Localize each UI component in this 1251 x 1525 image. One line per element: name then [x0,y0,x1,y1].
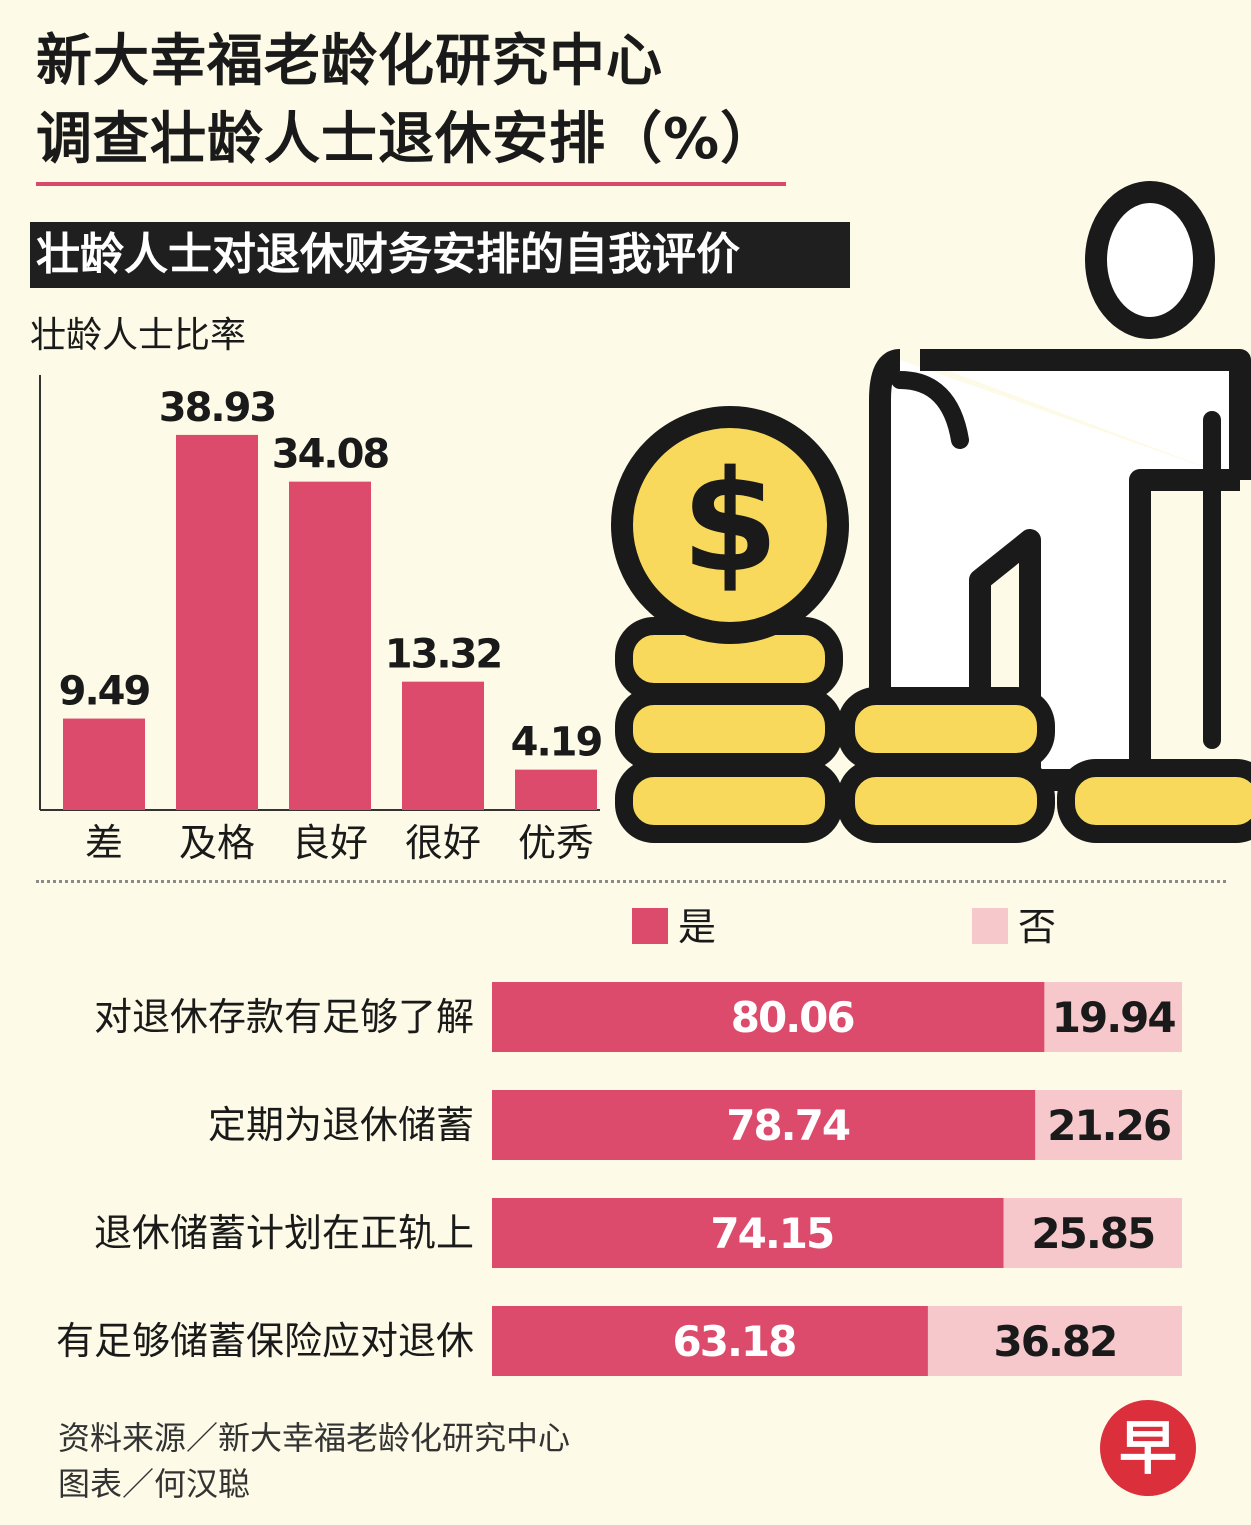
section-divider [36,880,1226,883]
category-tick-label: 优秀 [518,821,594,865]
bar-value-label: 4.19 [511,720,602,766]
category-tick-label: 很好 [405,821,481,865]
bar-segment-yes [492,1306,928,1376]
bar [176,434,258,810]
yes-value-label: 78.74 [726,1101,850,1150]
bar-chart-ylabel: 壮龄人士比率 [30,315,247,356]
rating-bar-chart: 9.49 差 38.93 及格 34.08 良好 13.32 很好 4.19 优秀 [39,375,604,865]
bar-segment-no [1035,1090,1182,1160]
no-value-label: 36.82 [994,1317,1117,1366]
svg-text:早: 早 [1119,1414,1177,1482]
no-value-label: 19.94 [1052,993,1176,1042]
yes-value-label: 63.18 [673,1317,796,1366]
bar [515,769,597,810]
person-icon [869,181,1251,791]
bar-segment-no [927,1306,1182,1376]
bar-value-label: 9.49 [59,669,150,715]
yes-value-label: 80.06 [731,993,854,1042]
bar-value-label: 38.93 [159,385,276,431]
coin-stack-right [1057,759,1251,843]
coin-stack-middle [837,687,1055,843]
row-category-label: 有足够储蓄保险应对退休 [56,1319,474,1363]
svg-text:$: $ [681,441,778,604]
category-tick-label: 及格 [179,821,255,865]
bar [289,481,371,810]
graphic-credit: 图表／何汉聪 [58,1465,251,1503]
yes-value-label: 74.15 [710,1209,833,1258]
legend-no: 否 [972,905,1056,949]
bar-value-label: 13.32 [385,632,502,678]
source-credit: 资料来源／新大幸福老龄化研究中心 [58,1419,571,1457]
row-category-label: 定期为退休储蓄 [208,1103,474,1147]
no-value-label: 21.26 [1047,1101,1170,1150]
legend-yes: 是 [632,905,716,949]
row-category-label: 对退休存款有足够了解 [94,995,474,1039]
bar [402,681,484,810]
retirement-savings-illustration: $ [611,181,1251,843]
zaobao-logo: 早 [1100,1400,1196,1496]
stacked-bar-chart: 对退休存款有足够了解 80.06 19.94 定期为退休储蓄 78.74 21.26 退休储… [56,982,1182,1376]
bar [63,718,145,810]
legend-yes-swatch [632,908,668,944]
bar-segment-no [1003,1198,1182,1268]
bar-segment-no [1044,982,1182,1052]
no-value-label: 25.85 [1031,1209,1154,1258]
section-title: 壮龄人士对退休财务安排的自我评价 [30,222,850,288]
dollar-coin-icon [611,406,849,644]
legend-no-swatch [972,908,1008,944]
title-line-1: 新大幸福老龄化研究中心 [36,29,663,94]
bar-segment-yes [492,1198,1004,1268]
row-category-label: 退休储蓄计划在正轨上 [94,1211,474,1255]
bar-segment-yes [492,1090,1036,1160]
legend-yes-label: 是 [678,905,717,949]
category-tick-label: 差 [85,821,123,865]
title-underline [36,182,786,186]
title-line-2: 调查壮龄人士退休安排（%） [36,107,778,172]
coin-stack-left: $ [611,406,849,843]
bar-segment-yes [492,982,1045,1052]
legend-no-label: 否 [1018,905,1057,949]
category-tick-label: 良好 [292,821,368,865]
bar-value-label: 34.08 [272,432,389,478]
